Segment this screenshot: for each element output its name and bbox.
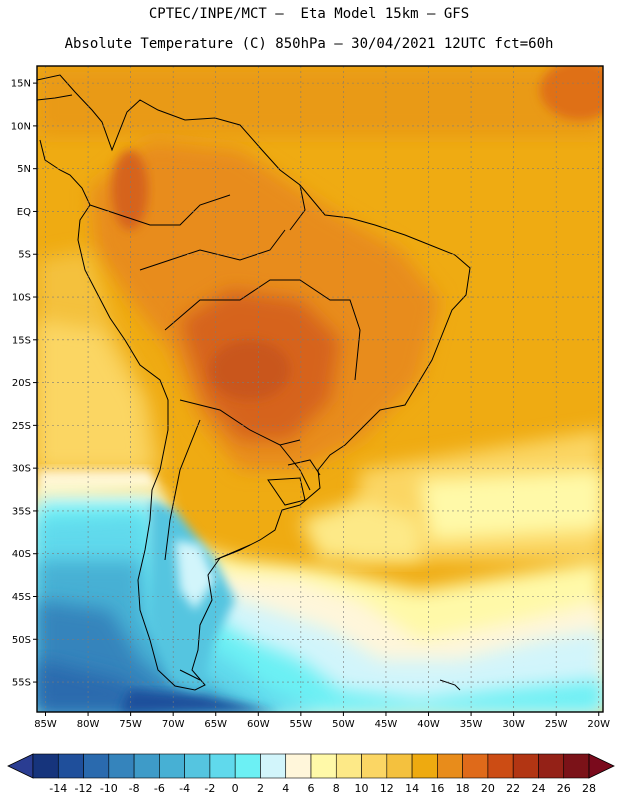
lon-tick-label: 50W bbox=[332, 719, 355, 730]
colorbar-swatch bbox=[462, 753, 489, 779]
lon-tick-label: 60W bbox=[247, 719, 270, 730]
lon-tick-label: 40W bbox=[417, 719, 440, 730]
colorbar-label: -12 bbox=[75, 782, 93, 795]
colorbar-label: 26 bbox=[557, 782, 571, 795]
colorbar-left-arrow bbox=[7, 753, 34, 779]
latitude-labels: 15N 10N 5N EQ 5S 10S 15S 20S 25S 30S 35S 40S 45S 50S 5… bbox=[11, 79, 37, 689]
lat-tick-label: 30S bbox=[12, 464, 31, 475]
colorbar-label: 8 bbox=[333, 782, 340, 795]
longitude-labels: 85W 80W 75W 70W 65W 60W 55W 50W 45W 40W 35W 30W 25W 2… bbox=[34, 712, 610, 730]
colorbar-label: 20 bbox=[481, 782, 495, 795]
colorbar-swatch bbox=[133, 753, 160, 779]
colorbar-swatch bbox=[512, 753, 539, 779]
lon-tick-label: 45W bbox=[375, 719, 398, 730]
colorbar-label: -10 bbox=[100, 782, 118, 795]
colorbar-label: 22 bbox=[506, 782, 520, 795]
lon-tick-label: 25W bbox=[545, 719, 568, 730]
lat-tick-label: 15N bbox=[11, 79, 31, 90]
colorbar-label: 28 bbox=[582, 782, 596, 795]
colorbar-swatch bbox=[487, 753, 514, 779]
colorbar-swatch bbox=[184, 753, 211, 779]
chart-title-line1: CPTEC/INPE/MCT – Eta Model 15km – GFS bbox=[148, 6, 470, 22]
colorbar-swatch bbox=[411, 753, 438, 779]
lon-tick-label: 20W bbox=[587, 719, 610, 730]
lat-tick-label: 45S bbox=[12, 592, 31, 603]
map-frame bbox=[36, 65, 604, 713]
colorbar-swatch bbox=[159, 753, 185, 779]
colorbar-label: -6 bbox=[154, 782, 165, 795]
colorbar-swatch bbox=[310, 753, 337, 779]
lat-tick-label: 50S bbox=[12, 635, 31, 646]
colorbar-swatch bbox=[285, 753, 312, 779]
lat-tick-label: 35S bbox=[12, 506, 31, 517]
colorbar-label: 24 bbox=[531, 782, 545, 795]
colorbar-swatch bbox=[563, 753, 590, 779]
lon-tick-label: 35W bbox=[460, 719, 483, 730]
colorbar-swatch bbox=[108, 753, 135, 779]
colorbar-swatch bbox=[57, 753, 84, 779]
colorbar-swatch bbox=[260, 753, 287, 779]
colorbar-label: 6 bbox=[308, 782, 315, 795]
lon-tick-label: 70W bbox=[162, 719, 185, 730]
colorbar-swatch bbox=[209, 753, 236, 779]
colorbar-label: 12 bbox=[380, 782, 394, 795]
colorbar-label: 2 bbox=[257, 782, 264, 795]
lat-tick-label: 55S bbox=[12, 678, 31, 689]
lat-tick-label: 5S bbox=[18, 250, 31, 261]
temperature-field bbox=[37, 66, 603, 712]
lat-tick-label: 10S bbox=[12, 293, 31, 304]
colorbar-swatch bbox=[335, 753, 362, 779]
lon-tick-label: 85W bbox=[34, 719, 57, 730]
colorbar-swatch bbox=[234, 753, 261, 779]
colorbar: -14 -12 -10 -8 -6 -4 -2 0 2 4 6 8 10 12 14 16 18 20 22 24 26… bbox=[7, 753, 615, 795]
colorbar-label: 10 bbox=[355, 782, 369, 795]
lat-tick-label: 25S bbox=[12, 421, 31, 432]
colorbar-swatch bbox=[32, 753, 59, 779]
lon-tick-label: 75W bbox=[119, 719, 142, 730]
chart-title-line2: Absolute Temperature (C) 850hPa – 30/04/… bbox=[64, 36, 554, 52]
lon-tick-label: 65W bbox=[204, 719, 227, 730]
lon-tick-label: 80W bbox=[77, 719, 100, 730]
colorbar-swatch bbox=[83, 753, 110, 779]
lat-tick-label: 20S bbox=[12, 378, 31, 389]
colorbar-label: -4 bbox=[179, 782, 190, 795]
lat-tick-label: 10N bbox=[11, 121, 31, 132]
lon-tick-label: 30W bbox=[502, 719, 525, 730]
lat-tick-label: EQ bbox=[17, 207, 31, 218]
lat-tick-label: 40S bbox=[12, 549, 31, 560]
colorbar-label: 14 bbox=[405, 782, 419, 795]
colorbar-label: -8 bbox=[129, 782, 140, 795]
colorbar-label: -2 bbox=[204, 782, 215, 795]
graticule bbox=[37, 66, 603, 712]
colorbar-swatch bbox=[437, 753, 463, 779]
lat-tick-label: 5N bbox=[17, 164, 31, 175]
colorbar-label: 18 bbox=[456, 782, 470, 795]
colorbar-swatch bbox=[361, 753, 388, 779]
colorbar-label: 4 bbox=[282, 782, 289, 795]
colorbar-swatch bbox=[538, 753, 565, 779]
lon-tick-label: 55W bbox=[290, 719, 313, 730]
colorbar-label: 16 bbox=[430, 782, 444, 795]
lat-tick-label: 15S bbox=[12, 335, 31, 346]
colorbar-label: -14 bbox=[49, 782, 67, 795]
coastlines bbox=[37, 74, 471, 691]
colorbar-label: 0 bbox=[232, 782, 239, 795]
colorbar-swatch bbox=[386, 753, 413, 779]
colorbar-right-arrow bbox=[588, 753, 615, 779]
